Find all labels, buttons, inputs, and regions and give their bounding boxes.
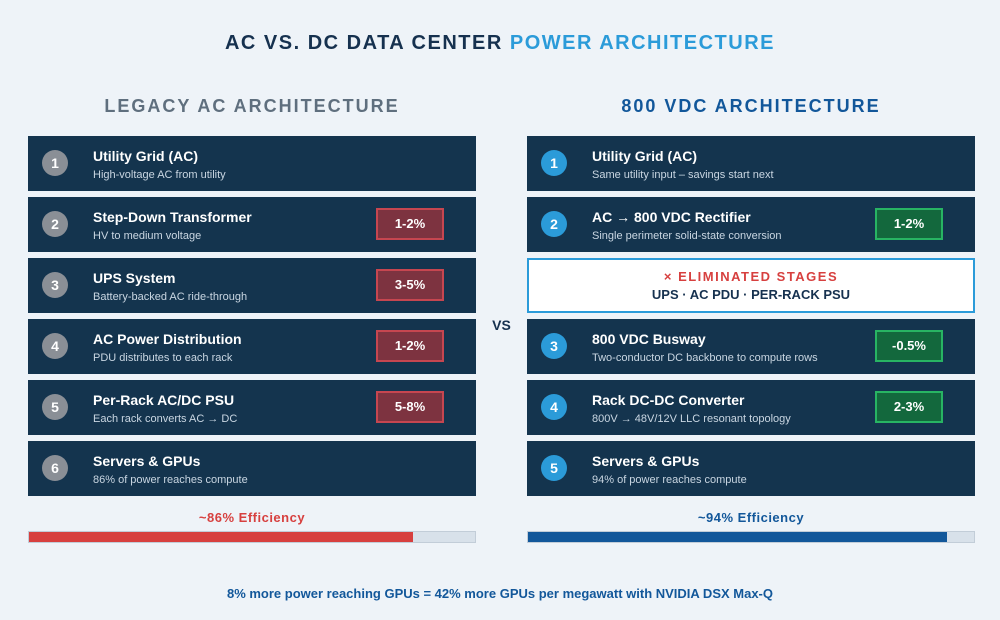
dc-stage-row: 2 AC → 800 VDC Rectifier Single perimete… (527, 197, 975, 252)
stage-description: PDU distributes to each rack (93, 352, 233, 364)
title-main: AC VS. DC DATA CENTER (224, 32, 503, 54)
stage-description: HV to medium voltage (93, 230, 202, 242)
stage-title: Step-Down Transformer (93, 209, 252, 225)
stage-description: High-voltage AC from utility (93, 169, 226, 181)
ac-stage-row: 4 AC Power Distribution PDU distributes … (28, 319, 476, 374)
stage-title: AC → 800 VDC Rectifier (592, 209, 751, 225)
ac-efficiency-label: ~86% Efficiency (198, 510, 306, 525)
dc-efficiency-fill (528, 532, 948, 542)
stage-title: Utility Grid (AC) (592, 148, 697, 164)
ac-efficiency-bar (28, 531, 476, 543)
dc-efficiency-label: ~94% Efficiency (697, 510, 805, 525)
step-number-badge: 4 (541, 394, 567, 420)
loss-badge: 5-8% (376, 391, 444, 423)
stage-title: AC Power Distribution (93, 331, 242, 347)
step-number-badge: 3 (42, 272, 68, 298)
stage-title: UPS System (93, 270, 176, 286)
footer-statement: 8% more power reaching GPUs = 42% more G… (226, 586, 774, 601)
stage-title: Rack DC-DC Converter (592, 392, 745, 408)
step-number-badge: 6 (42, 455, 68, 481)
stage-title: 800 VDC Busway (592, 331, 706, 347)
loss-badge: 1-2% (875, 208, 943, 240)
loss-badge: -0.5% (875, 330, 943, 362)
stage-description: 800V → 48V/12V LLC resonant topology (592, 413, 791, 425)
stage-description: 94% of power reaches compute (592, 474, 747, 486)
loss-badge: 2-3% (875, 391, 943, 423)
title-accent: POWER ARCHITECTURE (509, 32, 776, 54)
stage-title: Utility Grid (AC) (93, 148, 198, 164)
step-number-badge: 4 (42, 333, 68, 359)
step-number-badge: 3 (541, 333, 567, 359)
step-number-badge: 1 (541, 150, 567, 176)
stage-description: Two-conductor DC backbone to compute row… (592, 352, 818, 364)
stage-description: Single perimeter solid-state conversion (592, 230, 782, 242)
legacy-ac-heading: LEGACY AC ARCHITECTURE (104, 96, 400, 116)
loss-badge: 1-2% (376, 330, 444, 362)
ac-efficiency-fill (29, 532, 413, 542)
loss-badge: 3-5% (376, 269, 444, 301)
step-number-badge: 2 (541, 211, 567, 237)
dc-efficiency-bar (527, 531, 975, 543)
stage-description: Same utility input – savings start next (592, 169, 774, 181)
dc-stage-row: 1 Utility Grid (AC) Same utility input –… (527, 136, 975, 191)
ac-stage-row: 5 Per-Rack AC/DC PSU Each rack converts … (28, 380, 476, 435)
eliminated-stages-title: × ELIMINATED STAGES (663, 269, 839, 284)
step-number-badge: 2 (42, 211, 68, 237)
stage-title: Per-Rack AC/DC PSU (93, 392, 235, 408)
vs-label: VS (492, 317, 511, 333)
ac-stage-row: 1 Utility Grid (AC) High-voltage AC from… (28, 136, 476, 191)
dc-stage-row: 4 Rack DC-DC Converter 800V → 48V/12V LL… (527, 380, 975, 435)
step-number-badge: 1 (42, 150, 68, 176)
eliminated-stages-list: UPS · AC PDU · PER-RACK PSU (651, 287, 851, 302)
stage-description: 86% of power reaches compute (93, 474, 248, 486)
dc-heading: 800 VDC ARCHITECTURE (621, 96, 881, 116)
stage-title: Servers & GPUs (592, 453, 700, 469)
ac-stage-row: 3 UPS System Battery-backed AC ride-thro… (28, 258, 476, 313)
ac-stage-row: 6 Servers & GPUs 86% of power reaches co… (28, 441, 476, 496)
dc-stage-row: 3 800 VDC Busway Two-conductor DC backbo… (527, 319, 975, 374)
ac-stage-row: 2 Step-Down Transformer HV to medium vol… (28, 197, 476, 252)
loss-badge: 1-2% (376, 208, 444, 240)
eliminated-stages-box: × ELIMINATED STAGES UPS · AC PDU · PER-R… (527, 258, 975, 313)
stage-title: Servers & GPUs (93, 453, 201, 469)
stage-description: Battery-backed AC ride-through (93, 291, 248, 303)
stage-description: Each rack converts AC → DC (93, 413, 238, 425)
dc-stage-row: 5 Servers & GPUs 94% of power reaches co… (527, 441, 975, 496)
step-number-badge: 5 (42, 394, 68, 420)
page-title: AC VS. DC DATA CENTER POWER ARCHITECTURE (0, 32, 1000, 55)
step-number-badge: 5 (541, 455, 567, 481)
